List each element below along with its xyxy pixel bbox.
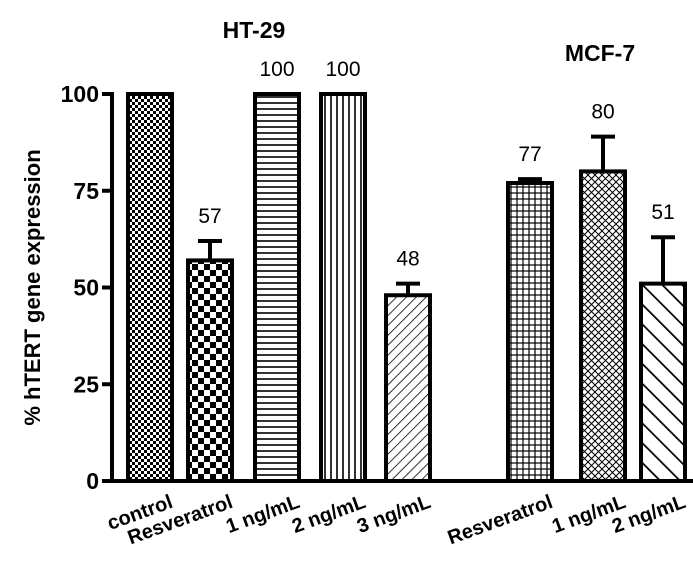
data-label: 100 bbox=[259, 58, 294, 81]
bar bbox=[319, 92, 367, 483]
bar bbox=[186, 258, 234, 483]
bar bbox=[579, 169, 627, 483]
x-tick-label: Resveratrol bbox=[445, 491, 556, 549]
y-tick-label: 50 bbox=[73, 275, 99, 301]
bar bbox=[639, 281, 687, 483]
group-title: MCF-7 bbox=[565, 40, 635, 66]
y-tick-label: 75 bbox=[73, 178, 99, 204]
x-tick-label: 1 ng/mL bbox=[223, 491, 303, 538]
bars bbox=[126, 92, 687, 483]
bar bbox=[506, 181, 554, 483]
group-title: HT-29 bbox=[223, 17, 286, 43]
data-label: 80 bbox=[591, 101, 614, 124]
data-label: 77 bbox=[518, 143, 541, 166]
x-tick-label: 3 ng/mL bbox=[354, 491, 434, 538]
data-label: 100 bbox=[325, 58, 360, 81]
y-tick-label: 100 bbox=[61, 81, 99, 107]
data-label: 51 bbox=[651, 201, 674, 224]
data-label: 57 bbox=[198, 205, 221, 228]
x-tick-label: 2 ng/mL bbox=[289, 491, 369, 538]
y-tick-label: 25 bbox=[73, 371, 99, 397]
data-label: 48 bbox=[396, 248, 419, 271]
bar bbox=[384, 293, 432, 483]
bar bbox=[126, 92, 174, 483]
bar bbox=[253, 92, 301, 483]
y-axis-label: % hTERT gene expression bbox=[20, 149, 45, 425]
y-tick-label: 0 bbox=[86, 468, 99, 494]
